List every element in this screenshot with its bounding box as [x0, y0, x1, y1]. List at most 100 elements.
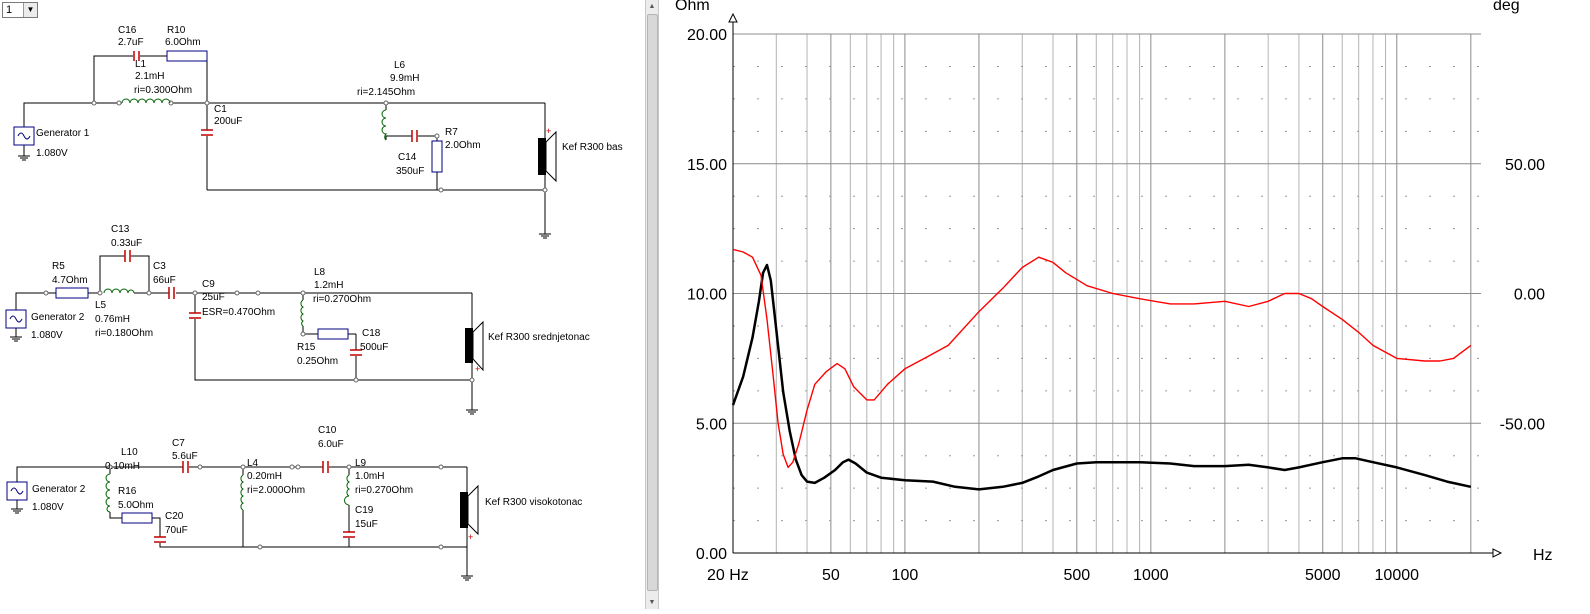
r15-value: 0.25Ohm [297, 356, 338, 367]
y-tick-label-left: 5.00 [696, 416, 727, 433]
c1-name: C1 [214, 104, 227, 115]
c18-value: 500uF [360, 342, 388, 353]
left-axis-unit: Ohm [675, 0, 710, 14]
c20-name: C20 [165, 511, 184, 522]
capacitor-c13-icon[interactable] [124, 250, 131, 262]
schematic-diagram: + C16 2.7uF R10 6.0Ohm L1 2.1mH ri=0.300… [5, 25, 623, 581]
r10-name: R10 [167, 25, 186, 36]
inductor-l10-icon[interactable] [105, 473, 111, 513]
section1-wires [23, 55, 546, 228]
capacitor-c3-icon[interactable] [168, 287, 175, 299]
grid [732, 33, 1481, 554]
c13-name: C13 [111, 224, 130, 235]
resistor-r16-icon[interactable] [121, 512, 153, 524]
c10-value: 6.0uF [318, 439, 344, 450]
section2-wires [15, 255, 473, 404]
c9-name: C9 [202, 279, 215, 290]
inductor-l8-icon[interactable] [300, 299, 305, 327]
speaker-srednjetonac-icon[interactable]: + [465, 320, 484, 374]
capacitor-c9-icon[interactable] [189, 312, 201, 319]
x-tick-label: 5000 [1305, 567, 1341, 584]
l5-name: L5 [95, 300, 107, 311]
generator-2-icon[interactable] [5, 309, 27, 329]
l8-name: L8 [314, 267, 326, 278]
section3-wires [16, 466, 468, 570]
generator-3-voltage: 1.080V [32, 502, 64, 513]
x-tick-label: 1000 [1133, 567, 1169, 584]
resistor-r7-icon[interactable] [431, 140, 443, 173]
capacitor-c19-icon[interactable] [343, 531, 355, 538]
l10-value: 0.10mH [105, 461, 140, 472]
inductor-l4-icon[interactable] [240, 474, 245, 511]
y-tick-label-right: 50.00 [1505, 157, 1545, 174]
capacitor-c1-icon[interactable] [201, 129, 213, 136]
scroll-up-icon[interactable]: ▲ [648, 3, 656, 10]
l9-ri: ri=0.270Ohm [355, 485, 413, 496]
c19-value: 15uF [355, 519, 378, 530]
x-tick-label: 500 [1063, 567, 1090, 584]
capacitor-c10-icon[interactable] [322, 461, 329, 473]
c3-value: 66uF [153, 275, 176, 286]
vertical-scrollbar[interactable]: ▲ ▼ [645, 0, 659, 609]
scroll-down-icon[interactable]: ▼ [648, 599, 656, 606]
scrollbar-thumb[interactable] [647, 14, 658, 591]
inductor-l1-icon[interactable] [121, 98, 171, 104]
l8-value: 1.2mH [314, 280, 343, 291]
resistor-r5-icon[interactable] [55, 287, 89, 299]
capacitor-c14-icon[interactable] [411, 130, 418, 142]
r16-name: R16 [118, 486, 137, 497]
c7-name: C7 [172, 438, 185, 449]
l5-value: 0.76mH [95, 314, 130, 325]
inductor-l5-icon[interactable] [103, 288, 135, 294]
chart-pane[interactable]: 20.00 15.00 10.00 5.00 0.00 50.00 0.00 -50.00 20… [657, 0, 1590, 609]
l6-ri: ri=2.145Ohm [357, 87, 415, 98]
c13-value: 0.33uF [111, 238, 142, 249]
y-tick-label-left: 20.00 [687, 27, 727, 44]
l1-name: L1 [135, 59, 147, 70]
c16-value: 2.7uF [118, 37, 144, 48]
right-axis-unit: deg [1493, 0, 1520, 14]
speaker-bas-icon[interactable]: + [538, 126, 557, 183]
speaker-visokotonac-icon[interactable]: + [460, 484, 479, 542]
capacitor-c20-icon[interactable] [154, 536, 166, 543]
schematic-pane[interactable]: 1 ▼ [0, 0, 645, 609]
c18-name: C18 [362, 328, 381, 339]
y-axis-arrow-icon [728, 12, 738, 23]
chevron-down-icon[interactable]: ▼ [23, 3, 37, 17]
y-tick-label-right: -50.00 [1500, 416, 1545, 433]
generator-1-icon[interactable] [13, 126, 35, 146]
r16-value: 5.0Ohm [118, 500, 154, 511]
page-selector-value: 1 [6, 4, 13, 16]
inductor-l9-icon[interactable] [344, 474, 351, 506]
l4-ri: ri=2.000Ohm [247, 485, 305, 496]
speaker-visokotonac-label: Kef R300 visokotonac [485, 497, 582, 508]
generator-2-voltage: 1.080V [31, 330, 63, 341]
resistor-r10-icon[interactable] [166, 50, 208, 62]
axes [728, 12, 1503, 558]
capacitor-c18-icon[interactable] [350, 349, 362, 356]
tick-labels: 20.00 15.00 10.00 5.00 0.00 50.00 0.00 -50.00 20… [675, 0, 1553, 584]
x-tick-label: 20 Hz [707, 567, 749, 584]
series [731, 248, 1472, 491]
l9-value: 1.0mH [355, 471, 384, 482]
c7-value: 5.6uF [172, 451, 198, 462]
l10-name: L10 [121, 447, 138, 458]
page-selector[interactable]: 1 ▼ [2, 2, 38, 18]
c14-name: C14 [398, 152, 417, 163]
capacitor-c7-icon[interactable] [182, 461, 189, 473]
y-tick-label-left: 15.00 [687, 157, 727, 174]
c3-name: C3 [153, 261, 166, 272]
capacitor-c16-icon[interactable] [133, 51, 140, 61]
generator-2-name: Generator 2 [31, 312, 85, 323]
speaker-bas-label: Kef R300 bas [562, 142, 623, 153]
resistor-r15-icon[interactable] [317, 328, 349, 340]
c14-value: 350uF [396, 166, 424, 177]
svg-text:+: + [468, 532, 473, 542]
inductor-l6-icon[interactable] [381, 109, 388, 141]
r10-value: 6.0Ohm [165, 37, 201, 48]
l5-ri: ri=0.180Ohm [95, 328, 153, 339]
generator-3-icon[interactable] [6, 481, 28, 501]
l4-value: 0.20mH [247, 471, 282, 482]
c1-value: 200uF [214, 116, 242, 127]
c9-value: 25uF [202, 292, 225, 303]
